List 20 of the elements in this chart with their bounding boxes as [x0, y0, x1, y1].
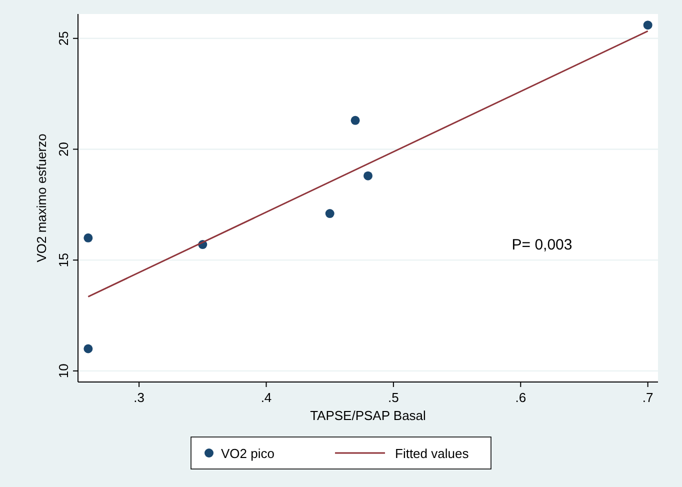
annotation: P= 0,003 [512, 236, 572, 254]
point [84, 344, 93, 354]
y-tick-label: 20 [56, 142, 71, 156]
point [325, 209, 334, 218]
legend-label: VO2 pico [221, 446, 274, 461]
legend-label: Fitted values [395, 446, 470, 461]
x-axis-title: TAPSE/PSAP Basal [310, 408, 426, 423]
y-tick-label: 25 [56, 31, 71, 46]
x-tick-label: .5 [388, 390, 399, 405]
y-axis-title: VO2 maximo esfuerzo [34, 134, 49, 262]
point [643, 20, 652, 30]
point [364, 171, 372, 180]
y-tick-label: 10 [56, 364, 71, 378]
x-tick-label: .3 [134, 390, 144, 405]
y-tick-label: 15 [56, 252, 71, 268]
x-tick-label: .6 [515, 390, 526, 405]
point [350, 116, 360, 125]
point [84, 233, 93, 242]
x-tick-label: .4 [260, 390, 272, 405]
x-tick-label: .7 [642, 390, 654, 405]
